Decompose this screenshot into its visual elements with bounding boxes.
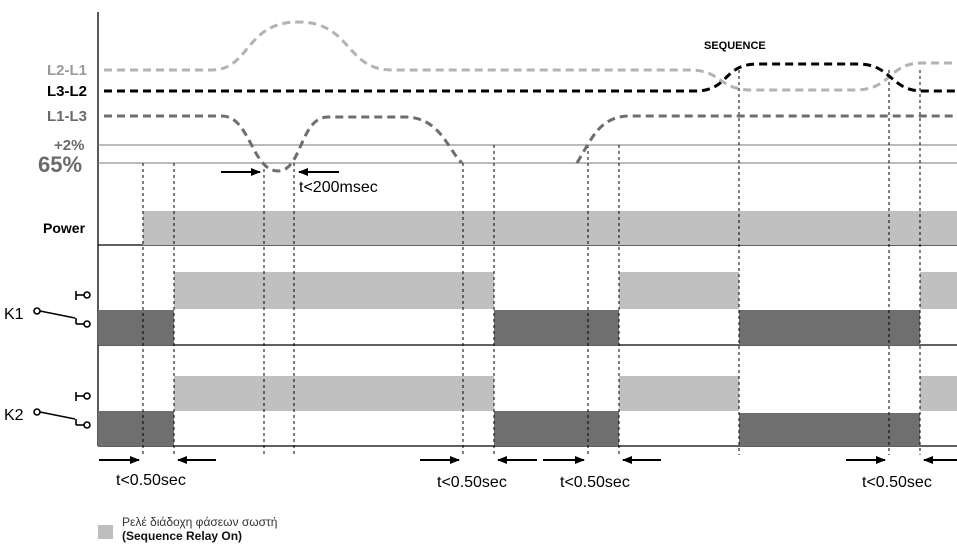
curve-l2-l1 (104, 20, 957, 92)
annotation-t050-4: t<0.50sec (862, 474, 932, 491)
power-bar (143, 211, 957, 245)
label-plus2: +2% (54, 137, 84, 154)
k2-bar-light (619, 376, 739, 411)
k2-bar-light (920, 376, 957, 411)
k1-bar-light (174, 272, 494, 309)
curve-l3-l2 (104, 62, 957, 93)
label-l1-l3: L1-L3 (47, 108, 87, 125)
k2-contact-symbol (33, 392, 91, 429)
annotation-t050-1: t<0.50sec (116, 472, 186, 489)
k2-bar-dark (494, 411, 619, 446)
k1-bar-dark (494, 310, 619, 345)
k1-bar-dark (739, 310, 920, 345)
legend-text: Ρελέ διάδοχη φάσεων σωστή (Sequence Rela… (122, 515, 422, 543)
annotation-t050-3: t<0.50sec (560, 474, 630, 491)
annotation-t050-2: t<0.50sec (437, 474, 507, 491)
sequence-label: SEQUENCE (704, 40, 766, 52)
legend-line-greek: Ρελέ διάδοχη φάσεων σωστή (122, 515, 278, 529)
curve-l1-l3-return (575, 114, 957, 164)
k1-bar-dark (98, 310, 174, 345)
k2-bar-dark (98, 411, 174, 446)
k1-bar-light (920, 272, 957, 309)
legend-line-english: (Sequence Relay On) (122, 529, 243, 543)
label-l2-l1: L2-L1 (47, 62, 87, 79)
label-k2: K2 (4, 407, 24, 424)
k1-bar-light (619, 272, 739, 309)
annotation-t200: t<200msec (299, 179, 378, 196)
label-l3-l2: L3-L2 (47, 83, 87, 100)
label-k1: K1 (4, 306, 24, 323)
k2-bar-dark (739, 413, 920, 446)
legend-swatch (98, 525, 113, 539)
timing-guide-lines (142, 70, 921, 455)
k1-contact-symbol (33, 291, 91, 328)
k2-bar-light (174, 376, 494, 411)
label-65pct: 65% (38, 152, 82, 177)
curve-l1-l3 (104, 114, 464, 173)
label-power: Power (43, 220, 86, 236)
